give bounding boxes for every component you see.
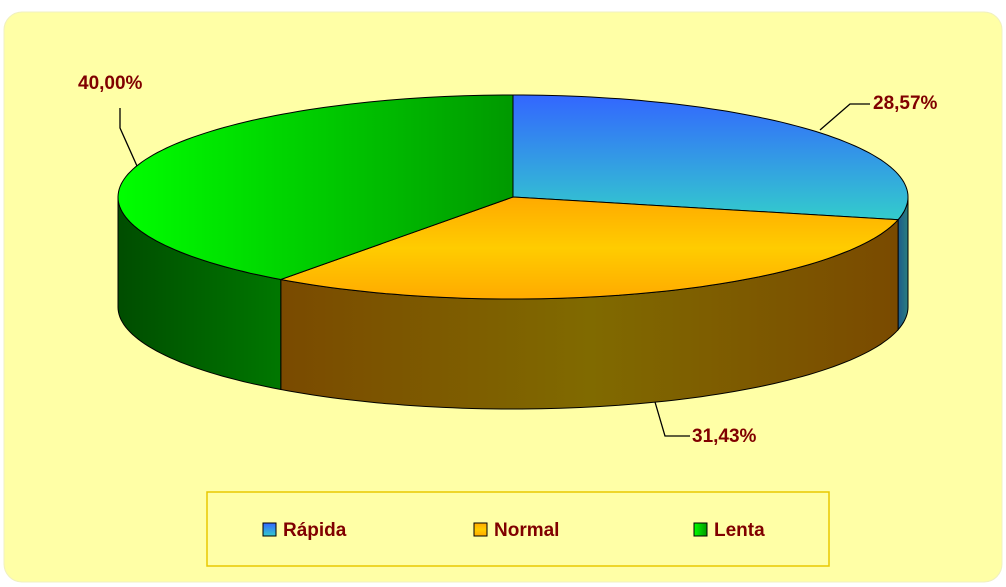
legend [206,491,830,567]
slice [512,94,909,221]
leader-line [119,108,138,167]
legend-swatch [262,522,277,537]
leader-line [819,103,870,131]
leader-line [654,401,690,437]
legend-label: Rápida [283,520,347,541]
legend-swatch [693,522,708,537]
pie [117,94,909,410]
legend-label: Lenta [714,520,765,541]
legend-swatch [473,522,488,537]
data-label: 28,57% [873,93,938,114]
data-label: 31,43% [692,426,757,447]
data-label: 40,00% [78,73,143,94]
legend-label: Normal [494,520,559,541]
slice [278,196,900,300]
